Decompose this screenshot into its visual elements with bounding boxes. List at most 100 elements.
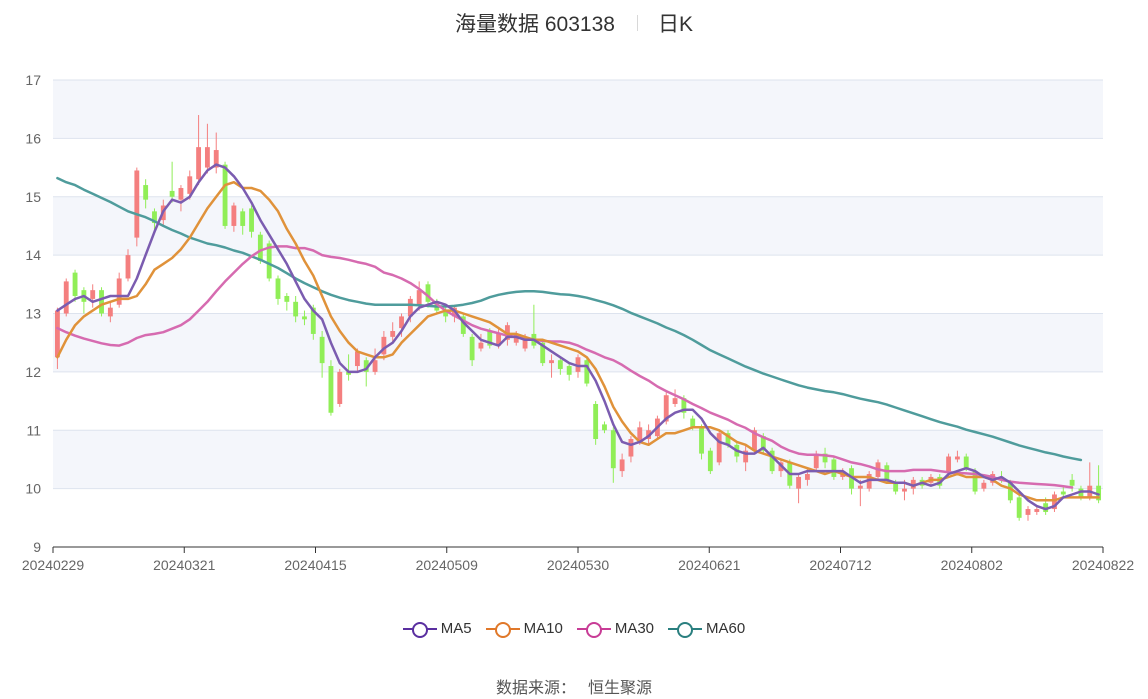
candle-body [681,398,687,413]
candle-body [699,427,704,454]
x-tick-label: 20240802 [941,557,1004,573]
candle-body [478,342,484,349]
candle-body [399,316,404,329]
candle-body [910,479,916,489]
y-tick-label: 10 [25,481,41,497]
candle-body [743,450,749,463]
candle-body [522,336,528,349]
candle-body [275,278,281,299]
candle-body [1034,509,1040,512]
candle-body [143,185,149,200]
candle-body [1025,509,1031,515]
x-tick-label: 20240509 [416,557,479,573]
candle-body [99,290,104,314]
candle-body [1043,503,1049,512]
plot-band [53,80,1103,139]
candle-body [990,474,996,483]
plot-band [53,430,1103,489]
ma10-line [56,180,1100,502]
candle-body [1016,497,1022,518]
candle-body [169,190,175,197]
candle-body [602,424,607,431]
legend-item-ma5[interactable]: MA5 [402,620,472,638]
candle-body [196,147,202,180]
candle-body [619,459,625,472]
candle-body [575,357,581,372]
candle-body [354,351,360,367]
ma5-line [56,163,1100,511]
candle-body [152,211,157,224]
legend-item-ma30[interactable]: MA30 [576,620,654,638]
chart-title-row: 海量数据 603138 日K [0,8,1148,38]
candle-body [954,456,960,460]
x-tick-label: 20240712 [809,557,872,573]
candle-body [1078,488,1084,498]
y-tick-label: 9 [33,539,41,555]
x-tick-label: 20240621 [678,557,741,573]
candle-body [513,333,519,343]
candle-body [725,433,731,445]
candle-body [628,439,634,457]
candle-body [178,187,184,200]
chart-period: 日K [657,13,693,36]
candle-body [372,360,378,372]
y-tick-label: 11 [26,422,41,438]
y-tick-label: 15 [25,189,41,205]
candle-body [963,456,969,469]
candle-body [566,366,572,375]
candle-body [902,488,907,492]
y-tick-label: 12 [25,364,41,380]
y-tick-label: 17 [25,72,41,88]
legend-marker-ma30 [576,621,611,638]
y-tick-label: 14 [25,247,41,263]
ma60-line [56,176,1083,462]
x-tick-label: 20240229 [22,557,85,573]
candle-body [407,298,413,317]
candle-body [796,476,802,489]
candle-body [831,459,837,477]
candle-body [310,307,316,334]
candle-body [363,360,369,372]
x-tick-label: 20240415 [284,557,347,573]
plot-band [53,196,1103,256]
candle-body [1096,485,1102,501]
candle-body [469,336,475,361]
candle-body [822,453,828,463]
candle-body [769,450,775,472]
candle-body [293,301,299,317]
candle-body [690,418,696,428]
legend-marker-ma5 [402,621,437,638]
candle-body [672,398,678,404]
candle-body [813,453,819,469]
candle-body [760,436,766,451]
candle-body [443,310,449,317]
candle-body [319,336,325,364]
x-tick-label: 20240530 [547,557,610,573]
candle-body [1060,491,1066,495]
data-source: 数据来源： 恒生聚源 [0,674,1148,698]
candle-body [425,284,431,302]
candle-body [107,307,113,317]
candle-body [134,170,140,238]
candle-body [972,471,978,492]
candle-body [249,208,254,232]
legend-marker-ma10 [485,621,520,638]
candle-body [752,430,757,451]
source-label: 数据来源： [495,680,576,697]
candle-body [302,316,307,320]
candle-body [981,482,987,489]
candle-body [496,333,502,346]
candle-body [416,290,422,305]
x-tick-label: 20240822 [1072,557,1135,573]
ma30-line [56,245,1074,489]
chart-legend: MA5 MA10 MA30 MA60 [0,620,1148,638]
candle-body [460,316,466,334]
candle-body [557,360,563,369]
candle-body [1052,494,1057,510]
chart-title: 海量数据 603138 [455,13,615,36]
legend-item-ma10[interactable]: MA10 [485,620,563,638]
legend-item-ma60[interactable]: MA60 [668,620,745,638]
candle-body [213,150,219,168]
candle-body [549,360,554,364]
candle-body [716,433,722,463]
